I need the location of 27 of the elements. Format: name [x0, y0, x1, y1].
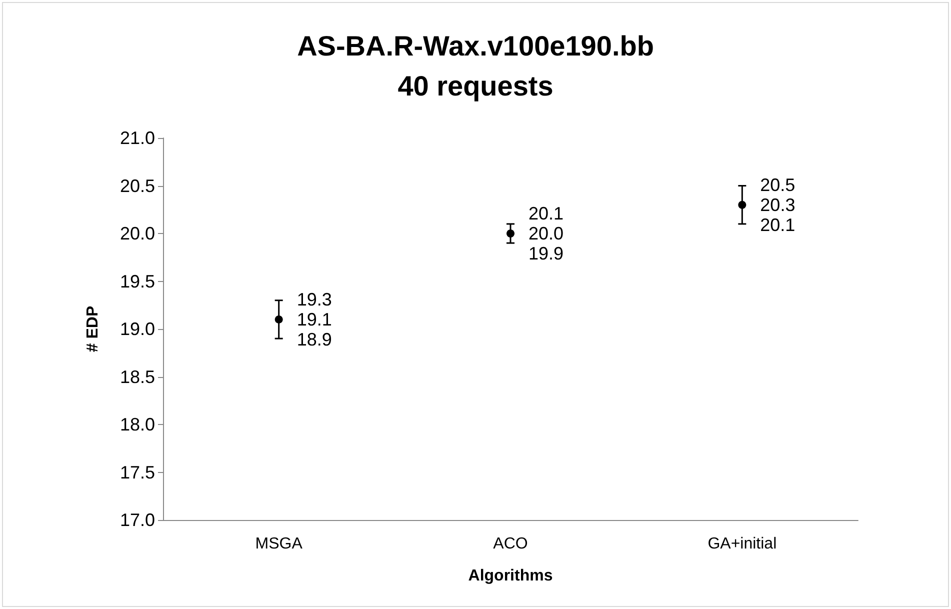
- y-tick-label: 18.5: [120, 366, 155, 387]
- y-tick-label: 19.0: [120, 319, 155, 339]
- y-tick-label: 18.0: [120, 414, 155, 434]
- x-tick-label: GA+initial: [708, 536, 777, 552]
- y-tick-label: 20.0: [120, 224, 155, 244]
- annotation: 20.1: [760, 214, 796, 235]
- y-tick-label: 21.0: [120, 128, 155, 148]
- point: [738, 200, 746, 209]
- y-tick-label: 20.5: [120, 176, 155, 196]
- y-axis-title: # EDP: [84, 306, 102, 352]
- annotation: 19.9: [528, 244, 564, 264]
- annotation: 20.1: [528, 204, 564, 224]
- annotation: 20.5: [760, 174, 796, 195]
- x-tick-label: ACO: [493, 536, 528, 552]
- data-label: 20.3: [760, 194, 796, 215]
- chart-title: AS-BA.R-Wax.v100e190.bb 40 requests: [297, 30, 654, 102]
- y-tick-label: 19.5: [120, 271, 155, 292]
- point: [274, 315, 283, 324]
- x-axis-title: Algorithms: [468, 568, 553, 584]
- annotation: 19.3: [296, 289, 332, 310]
- y-tick-label: 17.0: [120, 510, 155, 530]
- point: [506, 230, 514, 238]
- data-label: 19.1: [296, 309, 332, 330]
- data-label: 20.0: [528, 224, 564, 244]
- x-tick-label: MSGA: [255, 536, 303, 552]
- annotation: 18.9: [296, 329, 332, 350]
- y-tick-label: 17.5: [120, 462, 155, 482]
